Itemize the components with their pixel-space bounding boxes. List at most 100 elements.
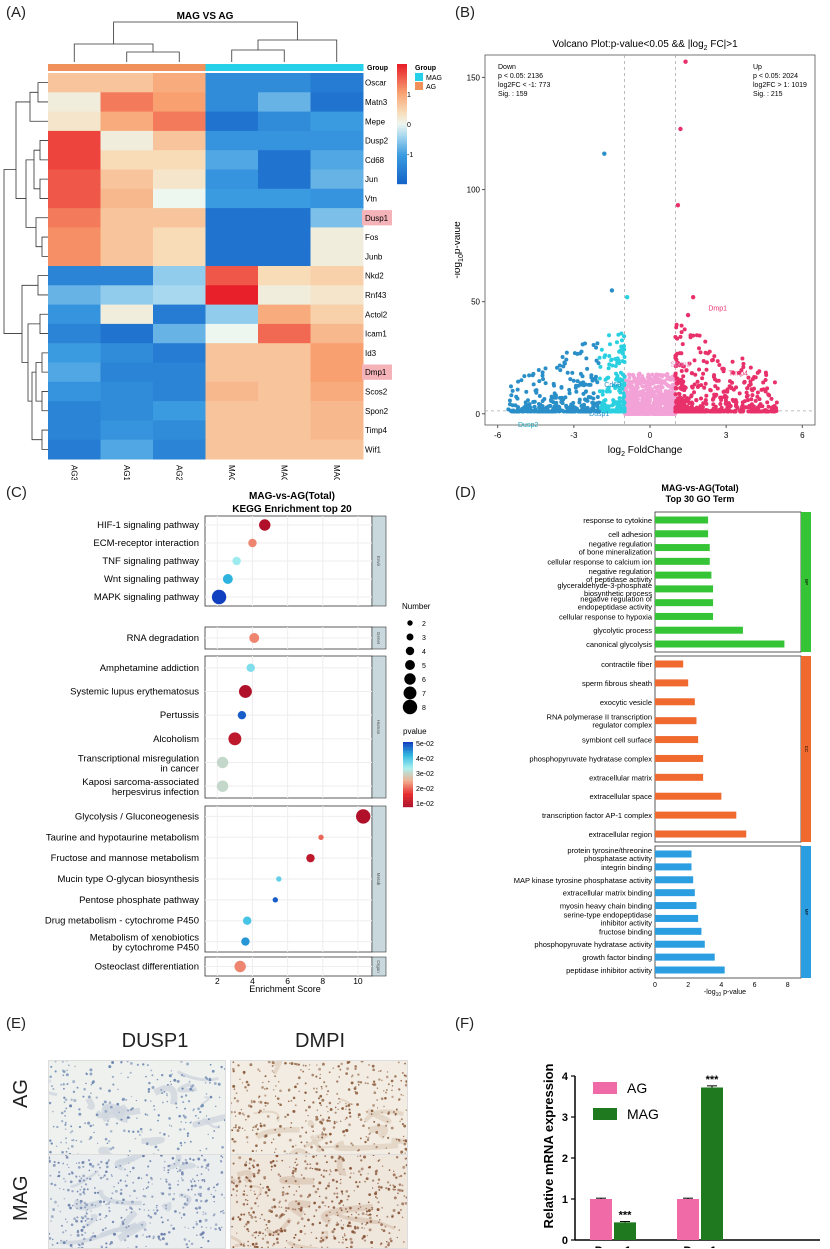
- ihc-nucleus: [328, 1220, 330, 1222]
- ihc-nucleus: [333, 1193, 335, 1195]
- ihc-nucleus: [198, 1117, 199, 1118]
- volcano-point-up: [739, 410, 743, 414]
- volcano-point-ns: [657, 378, 661, 382]
- ihc-nucleus: [292, 1172, 295, 1175]
- scale-segment: [397, 176, 407, 178]
- ihc-nucleus: [403, 1241, 405, 1243]
- ihc-nucleus: [142, 1234, 143, 1235]
- volcano-point-ns: [663, 402, 667, 406]
- ihc-nucleus: [174, 1210, 177, 1213]
- ihc-nucleus: [386, 1147, 387, 1148]
- go-bar: [655, 915, 698, 922]
- ihc-nucleus: [333, 1126, 335, 1128]
- ihc-nucleus: [304, 1100, 305, 1101]
- volcano-point-down: [591, 397, 595, 401]
- ihc-nucleus: [365, 1082, 367, 1084]
- ihc-nucleus: [57, 1205, 58, 1206]
- ihc-nucleus: [403, 1125, 406, 1128]
- volcano-point-down: [595, 401, 599, 405]
- ihc-nucleus: [144, 1228, 147, 1231]
- ihc-nucleus: [80, 1200, 83, 1203]
- ihc-nucleus: [96, 1113, 99, 1116]
- ihc-nucleus: [55, 1070, 57, 1072]
- heatmap-cell: [311, 363, 364, 383]
- ihc-nucleus: [272, 1070, 273, 1071]
- ihc-nucleus: [274, 1205, 276, 1207]
- color-legend-segment: [403, 791, 413, 793]
- volcano-point-up: [696, 410, 700, 414]
- scale-segment: [397, 182, 407, 184]
- ihc-fiber: [179, 1166, 194, 1169]
- ihc-nucleus: [64, 1181, 66, 1183]
- ihc-nucleus: [135, 1138, 137, 1140]
- ihc-nucleus: [176, 1168, 177, 1169]
- heatmap-cell: [206, 363, 259, 383]
- ihc-nucleus: [372, 1068, 375, 1071]
- group-annotation-bar: [48, 64, 364, 71]
- group-bar-cell: [258, 64, 311, 71]
- ihc-nucleus: [82, 1096, 84, 1098]
- go-bar: [655, 812, 736, 819]
- kegg-term-label: in cancer: [160, 764, 199, 775]
- ihc-nucleus: [189, 1088, 192, 1091]
- go-term-label: transcription factor AP-1 complex: [542, 811, 652, 820]
- volcano-point-up: [681, 374, 685, 378]
- ihc-nucleus: [149, 1216, 152, 1219]
- scale-segment: [397, 80, 407, 82]
- volcano-xlabel: log2 FoldChange: [608, 445, 683, 458]
- ihc-nucleus: [375, 1173, 378, 1176]
- ihc-nucleus: [188, 1228, 189, 1229]
- heatmap-cell: [311, 227, 364, 247]
- ihc-nucleus: [203, 1211, 205, 1213]
- ihc-nucleus: [320, 1104, 321, 1105]
- ihc-nucleus: [66, 1069, 68, 1071]
- go-bar: [655, 544, 710, 551]
- ihc-nucleus: [308, 1205, 310, 1207]
- ihc-nucleus: [315, 1116, 318, 1119]
- ihc-nucleus: [404, 1063, 406, 1065]
- ihc-nucleus: [71, 1190, 73, 1192]
- bar-y-tick-label: 2: [562, 1153, 568, 1165]
- ihc-nucleus: [340, 1063, 343, 1066]
- ihc-nucleus: [277, 1233, 279, 1235]
- volcano-point-down: [544, 366, 548, 370]
- ihc-nucleus: [49, 1151, 52, 1154]
- ihc-nucleus: [79, 1126, 81, 1128]
- ihc-nucleus: [335, 1112, 337, 1114]
- dendrogram-branch: [16, 102, 30, 199]
- ihc-nucleus: [66, 1142, 67, 1143]
- gene-label: Cd68: [365, 156, 385, 165]
- volcano-point-up: [690, 371, 694, 375]
- ihc-nucleus: [92, 1082, 94, 1084]
- ihc-nucleus: [323, 1176, 325, 1178]
- ihc-nucleus: [236, 1201, 238, 1203]
- ihc-nucleus: [325, 1134, 327, 1136]
- volcano-point-ns: [658, 389, 662, 393]
- ihc-nucleus: [144, 1099, 146, 1101]
- ihc-nucleus: [338, 1241, 340, 1243]
- ihc-nucleus: [394, 1075, 397, 1078]
- ihc-nucleus: [365, 1208, 367, 1210]
- ihc-nucleus: [277, 1117, 279, 1119]
- ihc-nucleus: [304, 1214, 305, 1215]
- volcano-point-highlight: [610, 288, 614, 292]
- ihc-nucleus: [105, 1215, 107, 1217]
- ihc-nucleus: [111, 1061, 114, 1064]
- volcano-point-ns: [661, 373, 665, 377]
- kegg-term-label: Fructose and mannose metabolism: [51, 853, 199, 864]
- kegg-dot: [217, 757, 228, 768]
- heatmap-cell: [311, 285, 364, 305]
- ihc-nucleus: [348, 1088, 351, 1091]
- kegg-facet-label: Organ: [376, 960, 381, 973]
- dendrogram-branch: [74, 44, 153, 62]
- scale-segment: [397, 92, 407, 94]
- volcano-point-down: [527, 404, 531, 408]
- volcano-point-ns: [653, 411, 657, 415]
- volcano-point-up: [681, 342, 685, 346]
- kegg-term-label: Taurine and hypotaurine metabolism: [46, 832, 199, 843]
- heatmap-cell: [258, 285, 311, 305]
- ihc-nucleus: [49, 1139, 51, 1141]
- volcano-point-down: [582, 406, 586, 410]
- dendrogram-branch: [40, 141, 48, 160]
